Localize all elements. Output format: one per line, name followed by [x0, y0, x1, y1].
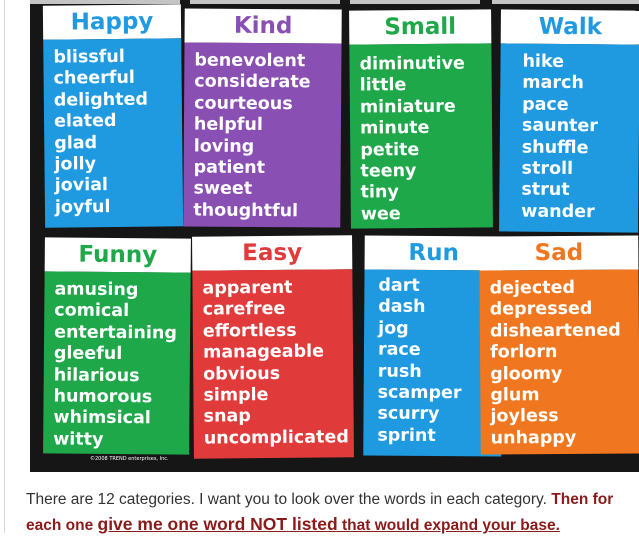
poster-top-strip — [350, 0, 480, 4]
poster-top-strip — [492, 0, 639, 4]
word: comical — [54, 300, 130, 322]
word: patient — [193, 157, 266, 179]
word: delighted — [53, 89, 149, 111]
category-card-sad: Sad dejected depressed disheartened forl… — [479, 235, 639, 455]
instruction-key-phrase: give me one word NOT listed — [97, 514, 338, 534]
word: considerate — [194, 71, 311, 93]
word: shuffle — [521, 137, 589, 158]
word: miniature — [359, 96, 456, 118]
word: loving — [193, 136, 255, 157]
word: amusing — [54, 279, 139, 301]
category-title: Sad — [479, 235, 639, 271]
word-list: diminutive little miniature minute petit… — [349, 43, 493, 229]
word: wee — [360, 204, 401, 225]
category-title: Funny — [44, 237, 191, 273]
category-title: Happy — [42, 4, 182, 40]
word: teeny — [360, 161, 417, 182]
word: minute — [359, 118, 430, 139]
word: gleeful — [53, 343, 123, 365]
word: uncomplicated — [203, 427, 349, 449]
word: manageable — [202, 341, 325, 363]
word: blissful — [53, 46, 125, 68]
category-title: Small — [349, 9, 492, 45]
category-card-happy: Happy blissful cheerful delighted elated… — [42, 4, 184, 228]
poster-top-strip — [190, 0, 340, 4]
word: march — [522, 72, 584, 94]
category-card-small: Small diminutive little miniature minute… — [349, 9, 493, 229]
word: whimsical — [53, 407, 151, 429]
word: courteous — [194, 93, 293, 115]
word-list: apparent carefree effortless manageable … — [192, 269, 354, 459]
word: entertaining — [54, 322, 178, 344]
synonym-poster-image: Happy blissful cheerful delighted elated… — [30, 0, 639, 472]
page-left-border — [4, 0, 5, 533]
category-title: Easy — [192, 235, 353, 271]
word: depressed — [489, 299, 593, 320]
word: diminutive — [359, 53, 465, 75]
word: carefree — [202, 299, 286, 321]
category-title: Kind — [184, 8, 342, 44]
word: apparent — [202, 277, 293, 299]
word-list: amusing comical entertaining gleeful hil… — [43, 271, 191, 455]
word: humorous — [53, 386, 153, 408]
word: petite — [360, 139, 420, 161]
word: unhappy — [490, 427, 577, 449]
word: hike — [522, 51, 565, 72]
category-card-kind: Kind benevolent considerate courteous he… — [183, 8, 342, 228]
word: glum — [490, 385, 540, 406]
word: benevolent — [194, 50, 306, 72]
word: gloomy — [490, 363, 563, 385]
word: glad — [54, 132, 98, 154]
word: helpful — [193, 114, 263, 136]
word: forlorn — [489, 342, 558, 363]
word: elated — [53, 111, 117, 132]
word: pace — [522, 94, 569, 115]
word-list: hike march pace saunter shuffle stroll s… — [499, 43, 639, 233]
word: hilarious — [53, 365, 140, 386]
word: little — [359, 75, 407, 96]
word: joyless — [490, 406, 559, 427]
word: effortless — [202, 320, 297, 342]
category-card-easy: Easy apparent carefree effortless manage… — [192, 235, 354, 459]
word: tiny — [360, 182, 399, 203]
word: snap — [203, 406, 251, 428]
word: jolly — [54, 154, 97, 175]
category-card-funny: Funny amusing comical entertaining gleef… — [43, 237, 191, 455]
word: thoughtful — [193, 200, 299, 222]
word: obvious — [203, 363, 281, 385]
word: stroll — [521, 158, 574, 180]
category-title: Walk — [500, 9, 639, 45]
word: dejected — [489, 277, 576, 299]
instruction-text: There are 12 categories. I want you to l… — [26, 487, 636, 538]
word-list: dejected depressed disheartened forlorn … — [479, 269, 639, 455]
word: simple — [203, 385, 269, 406]
category-card-walk: Walk hike march pace saunter shuffle str… — [499, 9, 639, 233]
word: wander — [521, 201, 595, 223]
word: sweet — [193, 178, 253, 200]
word: joyful — [54, 196, 111, 218]
word: jovial — [54, 175, 109, 197]
word-list: benevolent considerate courteous helpful… — [183, 42, 342, 228]
instruction-emphasis: Then for each one — [26, 491, 614, 534]
word-list: blissful cheerful delighted elated glad … — [43, 38, 184, 228]
word: disheartened — [489, 320, 621, 342]
instruction-part: There are 12 categories. I want you to l… — [26, 491, 552, 508]
word: strut — [521, 180, 570, 201]
word: witty — [53, 429, 104, 450]
poster-top-strip — [30, 0, 180, 4]
word: cheerful — [53, 68, 135, 90]
poster-copyright: ©2008 TREND enterprises, Inc. — [90, 456, 169, 462]
instruction-emphasis-end: that would expand your base. — [337, 517, 560, 534]
word: saunter — [521, 115, 599, 137]
